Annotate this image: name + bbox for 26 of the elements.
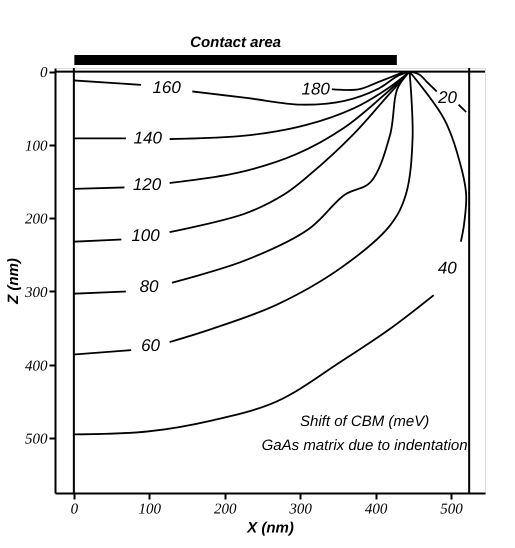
x-tick-label: 500 (440, 502, 464, 518)
series-label: 60 (141, 336, 161, 356)
series-label: 160 (152, 78, 182, 98)
y-axis-title: Z (nm) (5, 258, 22, 305)
x-axis-title: X (nm) (246, 520, 294, 536)
series-label: 120 (132, 175, 162, 194)
y-tick-label: 500 (25, 432, 48, 448)
x-tick-label: 200 (214, 502, 237, 518)
y-tick-label: 400 (25, 358, 48, 374)
y-tick-label: 300 (24, 284, 48, 301)
y-tick-label: 100 (25, 138, 48, 154)
y-tick-label: 0 (40, 65, 48, 82)
x-tick-label: 300 (288, 502, 312, 518)
series-label: 80 (140, 277, 160, 296)
series-label: 40 (438, 258, 458, 278)
x-tick-label: 100 (138, 502, 162, 518)
series-label: 20 (437, 88, 458, 108)
series-label: 140 (134, 128, 163, 148)
series-label: 100 (131, 226, 160, 245)
x-tick-label: 400 (364, 502, 388, 518)
y-tick-label: 200 (25, 212, 48, 228)
text: Contact area (190, 34, 282, 51)
series-label: 180 (301, 79, 330, 98)
annotation: Shift of CBM (meV) (300, 412, 430, 430)
annotation: GaAs matrix due to indentation (262, 436, 468, 454)
x-tick-label: 0 (70, 502, 79, 518)
